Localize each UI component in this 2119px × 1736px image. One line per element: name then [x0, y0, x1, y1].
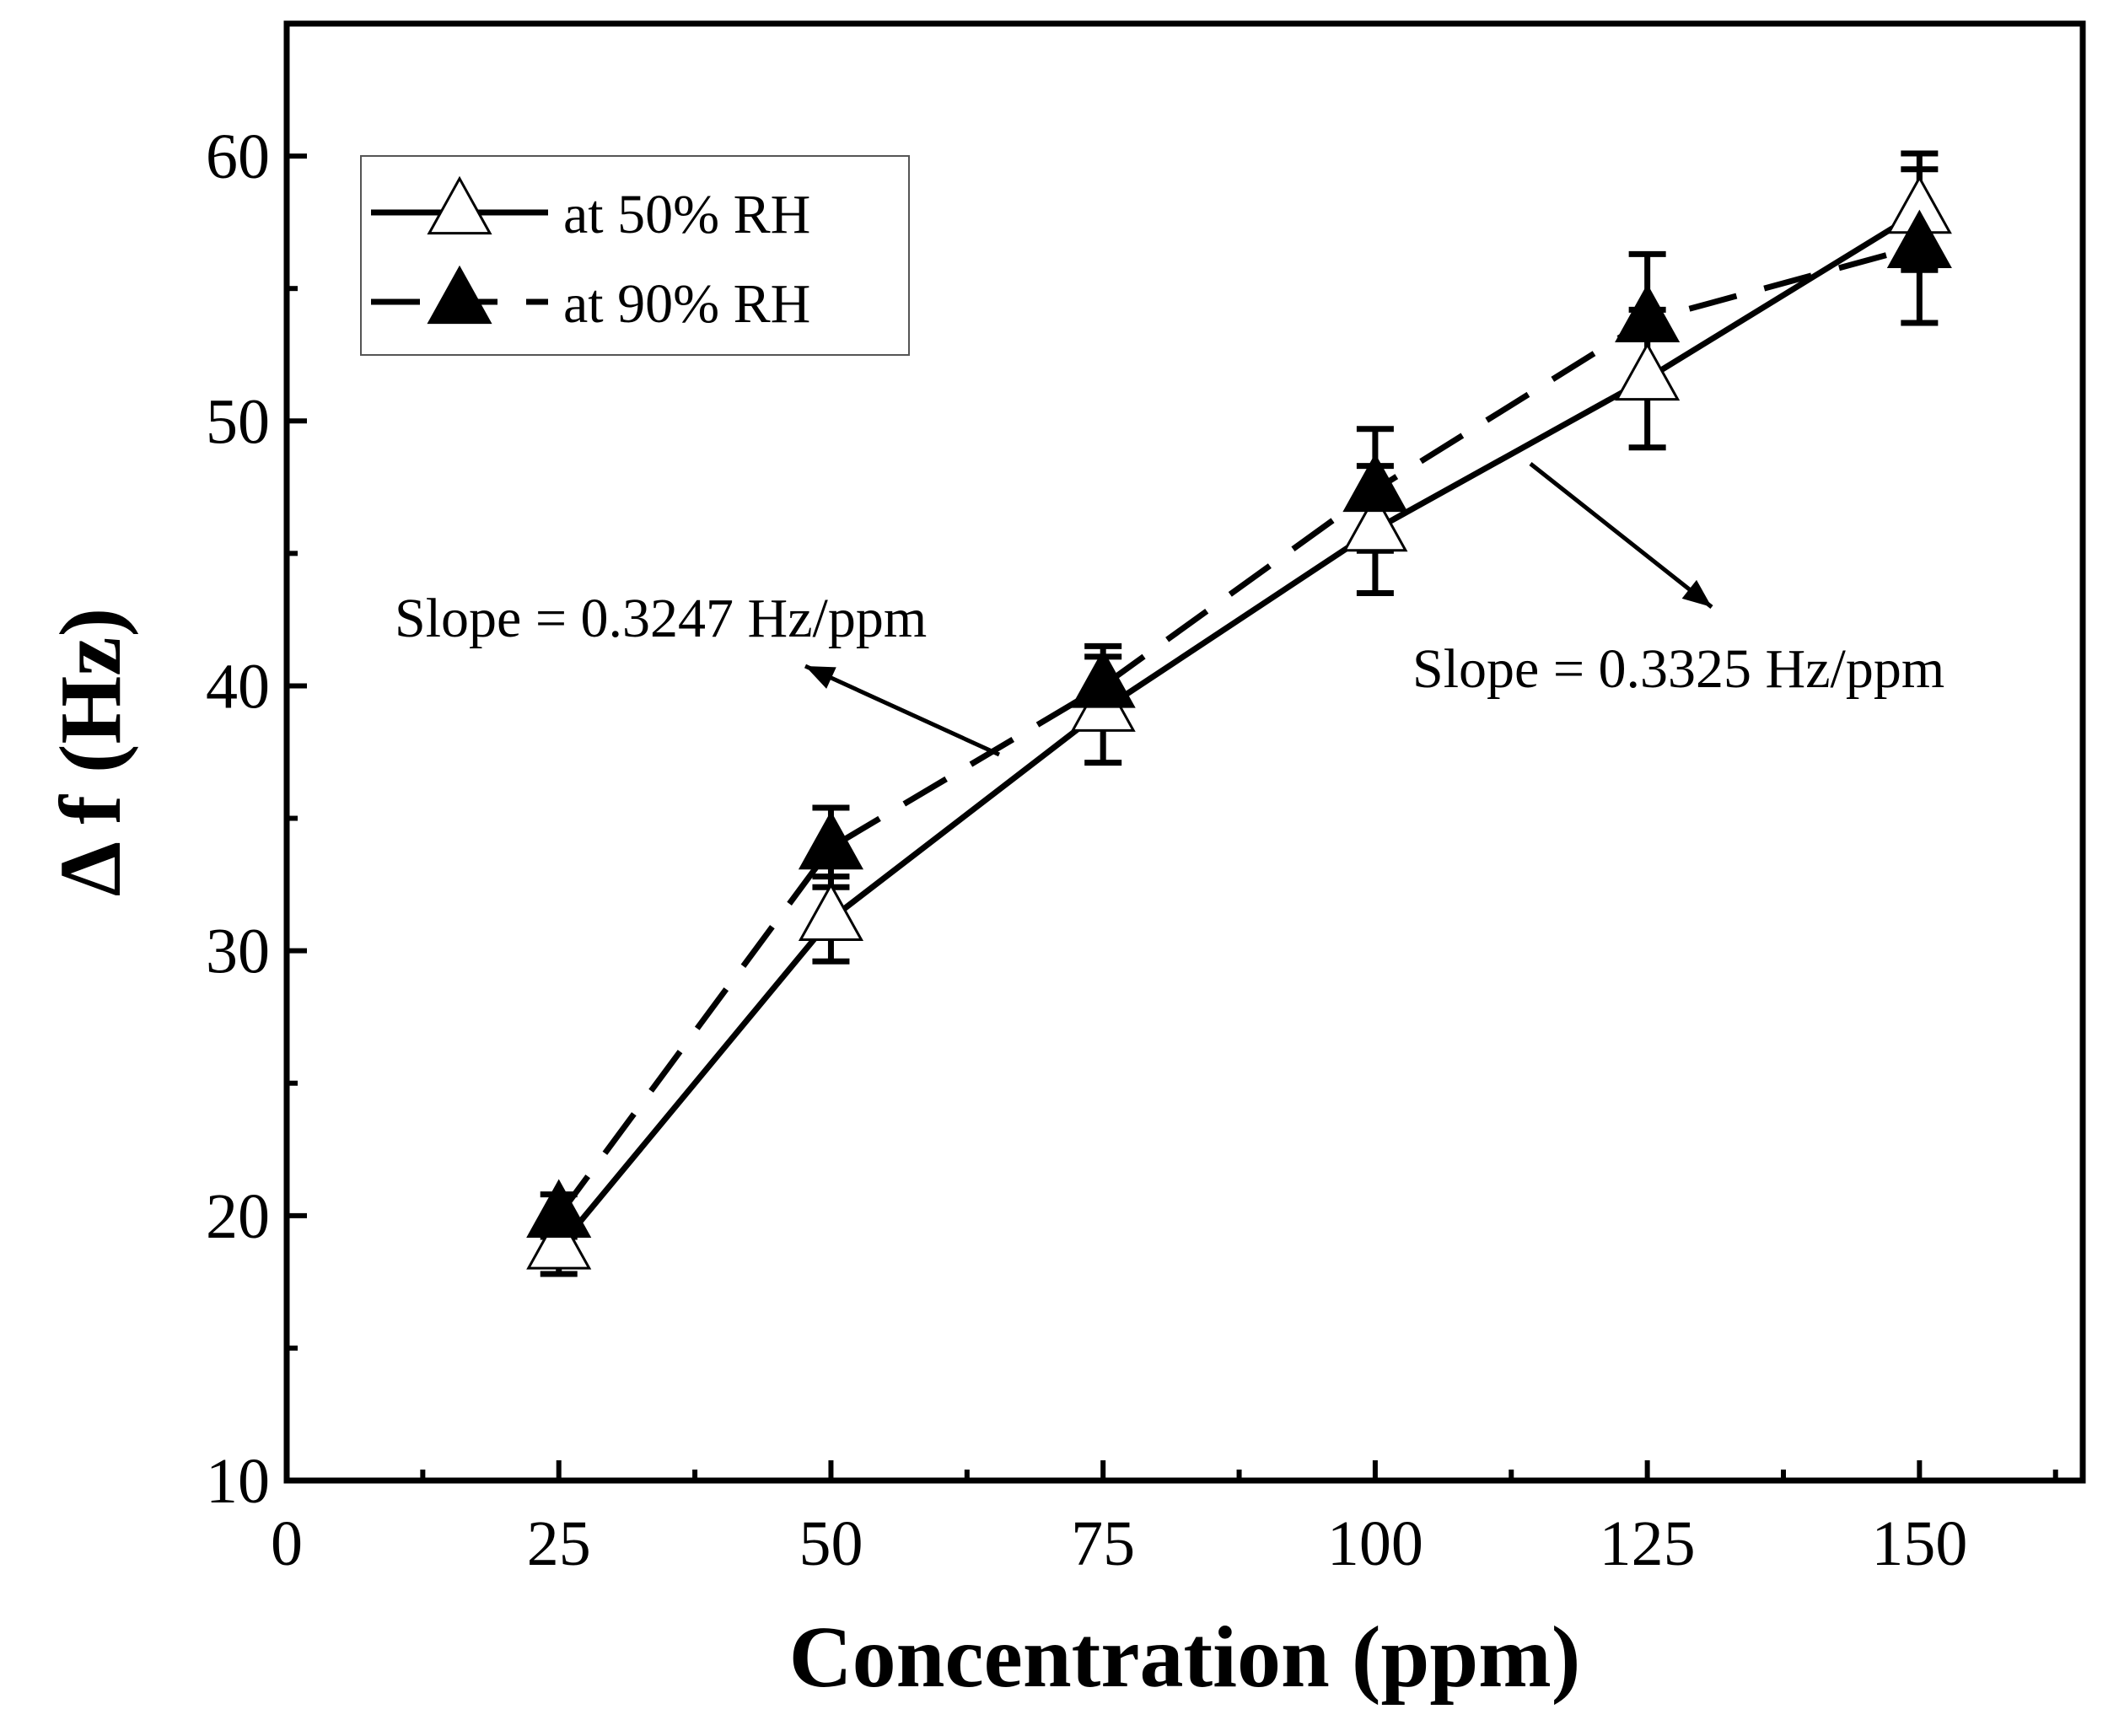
filled-triangle-marker — [1615, 283, 1681, 343]
x-tick-label: 125 — [1600, 1508, 1696, 1579]
series-line-50rh — [557, 209, 1922, 1250]
slope-arrow-50rh — [1529, 462, 1713, 609]
y-tick-label: 10 — [206, 1446, 270, 1517]
x-tick-label: 50 — [799, 1508, 863, 1579]
x-tick-label: 25 — [527, 1508, 591, 1579]
legend-filled-triangle-icon — [427, 265, 492, 325]
x-tick-label: 100 — [1327, 1508, 1423, 1579]
filled-triangle-marker — [798, 810, 864, 870]
x-tick-label: 0 — [271, 1508, 303, 1579]
open-triangle-marker — [1615, 341, 1681, 401]
data-markers — [526, 175, 1952, 1270]
legend-label-50rh: at 50% RH — [563, 184, 810, 245]
filled-triangle-marker — [1070, 649, 1136, 708]
plot-frame — [283, 20, 2086, 1484]
x-tick-label: 75 — [1071, 1508, 1135, 1579]
y-tick-label: 60 — [206, 121, 270, 192]
legend: at 50% RH at 90% RH — [360, 155, 910, 356]
slope-annotation-50rh: Slope = 0.3325 Hz/ppm — [1412, 638, 1944, 700]
filled-triangle-marker — [526, 1179, 592, 1238]
filled-triangle-marker — [1886, 209, 1952, 269]
open-triangle-marker — [798, 882, 864, 942]
y-tick-label: 40 — [206, 651, 270, 722]
y-tick-label: 50 — [206, 386, 270, 457]
x-tick-label: 150 — [1871, 1508, 1967, 1579]
series-lines — [556, 209, 1922, 1250]
open-triangle-marker — [1342, 492, 1408, 552]
x-axis-title: Concentration (ppm) — [789, 1609, 1581, 1706]
annotations: Slope = 0.3247 Hz/ppm Slope = 0.3325 Hz/… — [395, 462, 1944, 757]
y-tick-label: 20 — [206, 1181, 270, 1252]
y-axis-title: Δ f (Hz) — [42, 608, 139, 896]
filled-triangle-marker — [1342, 453, 1408, 513]
legend-open-triangle-icon — [427, 175, 492, 235]
series-line-90rh — [556, 243, 1921, 1217]
slope-arrowhead-50rh — [1681, 579, 1712, 607]
open-triangle-marker — [526, 1211, 592, 1270]
legend-label-90rh: at 90% RH — [563, 273, 810, 335]
slope-annotation-90rh: Slope = 0.3247 Hz/ppm — [395, 588, 927, 649]
tick-labels: 0 25 50 75 100 125 150 10 20 30 40 50 60 — [206, 121, 1967, 1579]
slope-arrow-90rh — [804, 664, 1001, 757]
legend-box — [360, 155, 910, 356]
slope-arrowhead-90rh — [805, 666, 836, 689]
y-tick-label: 30 — [206, 916, 270, 987]
